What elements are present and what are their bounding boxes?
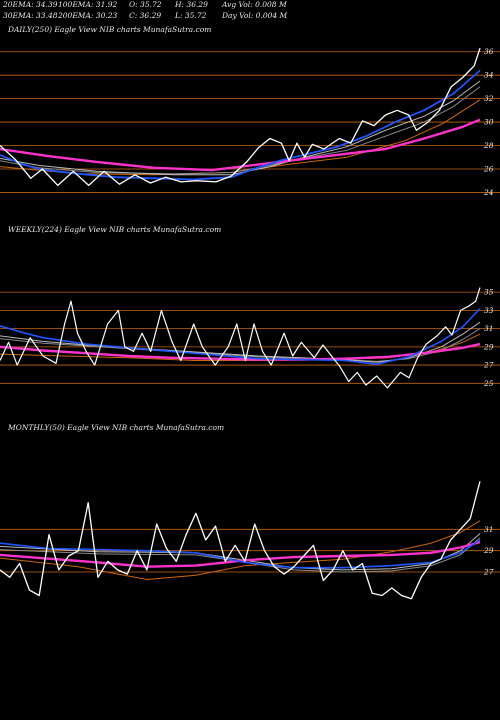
weekly-y-tick-label: 29: [483, 342, 494, 351]
daily-y-tick-label: 24: [483, 188, 494, 197]
weekly-ema-short-line: [0, 307, 481, 365]
daily-panel-title: DAILY(250) Eagle View NIB charts MunafaS…: [7, 25, 211, 34]
weekly-y-tick-label: 31: [484, 324, 494, 333]
monthly-y-tick-label: 27: [483, 568, 494, 577]
daily-y-tick-label: 30: [484, 118, 494, 127]
ema30-readout: 30EMA: 33.48: [3, 11, 58, 20]
monthly-price-line: [0, 481, 481, 600]
daily-y-tick-label: 28: [483, 141, 494, 150]
daily-ema-orange-line: [0, 99, 481, 176]
weekly-panel-title: WEEKLY(224) Eagle View NIB charts Munafa…: [8, 225, 221, 234]
monthly-ema-orange-line: [0, 520, 481, 580]
weekly-y-tick-label: 33: [484, 306, 494, 315]
weekly-ema-long-line: [0, 342, 481, 361]
close-readout: C: 36.29: [129, 11, 162, 20]
daily-ema-long-line: [0, 118, 481, 172]
daily-y-tick-label: 26: [483, 164, 494, 173]
ema100-readout: 100EMA: 31.92: [58, 0, 118, 9]
high-readout: H: 36.29: [175, 0, 208, 9]
daily-y-tick-label: 34: [484, 71, 494, 80]
monthly-ema-mid_b-line: [0, 537, 481, 573]
low-readout: L: 35.72: [175, 11, 207, 20]
weekly-y-tick-label: 35: [484, 288, 494, 297]
weekly-y-tick-label: 27: [483, 361, 494, 370]
monthly-y-tick-label: 31: [484, 525, 494, 534]
monthly-y-tick-label: 29: [483, 546, 494, 555]
daily-ema-short-line: [0, 69, 481, 181]
daily-y-tick-label: 36: [484, 47, 494, 56]
monthly-panel-title: MONTHLY(50) Eagle View NIB charts Munafa…: [7, 423, 224, 432]
ema20-readout: 20EMA: 34.39: [3, 0, 58, 9]
ema200-readout: 200EMA: 30.23: [58, 11, 118, 20]
daily-ema-mid_b-line: [0, 86, 481, 175]
avg-volume-readout: Avg Vol: 0.008 M: [222, 0, 287, 9]
day-volume-readout: Day Vol: 0.004 M: [222, 11, 288, 20]
weekly-y-tick-label: 25: [483, 379, 494, 388]
daily-price-line: [0, 47, 481, 187]
daily-y-tick-label: 32: [484, 94, 494, 103]
open-readout: O: 35.72: [129, 0, 162, 9]
weekly-price-line: [0, 287, 481, 389]
